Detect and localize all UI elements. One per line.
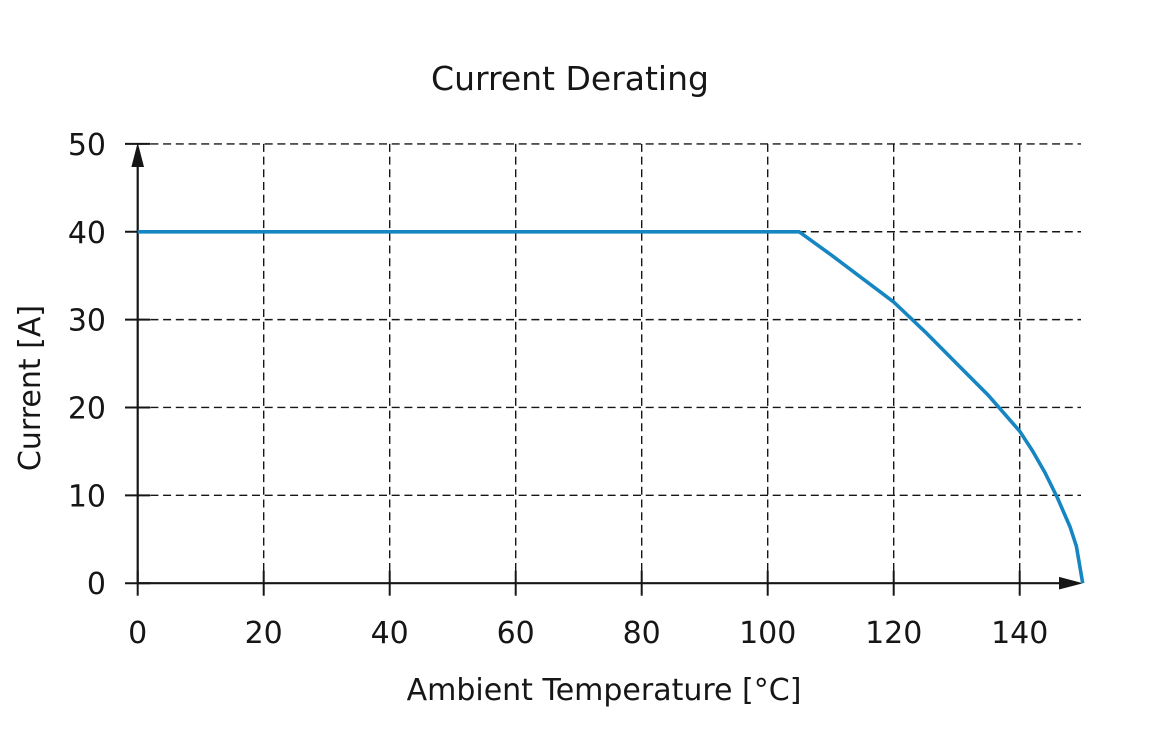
gridlines — [137, 143, 1081, 584]
x-axis-label: Ambient Temperature [°C] — [407, 673, 802, 708]
y-tick-label-40: 40 — [68, 216, 106, 251]
y-tick-label-20: 20 — [68, 391, 106, 426]
x-tick-label-80: 80 — [623, 616, 661, 651]
x-tick-label-100: 100 — [739, 616, 796, 651]
y-tick-label-30: 30 — [68, 304, 106, 339]
derating-curve-layer — [137, 230, 1085, 584]
x-axis-arrowhead-icon — [1059, 576, 1083, 590]
x-tick-label-140: 140 — [991, 616, 1048, 651]
x-tick-label-60: 60 — [497, 616, 535, 651]
y-tick-label-0: 0 — [87, 567, 106, 602]
tick-labels: 0 20 40 60 80 100 120 140 0 10 20 30 40 50 — [68, 128, 1049, 651]
y-axis-arrowhead-icon — [131, 142, 144, 167]
x-tick-label-120: 120 — [865, 616, 922, 651]
x-tick-label-0: 0 — [128, 616, 147, 651]
x-tick-label-20: 20 — [245, 616, 283, 651]
y-axis-label: Current [A] — [13, 305, 48, 471]
y-tick-label-50: 50 — [68, 128, 106, 163]
axes — [125, 142, 1083, 596]
series-maximum-continuous-current — [137, 230, 1085, 584]
x-tick-label-40: 40 — [371, 616, 409, 651]
y-tick-label-10: 10 — [68, 479, 106, 514]
chart-title: Current Derating — [431, 59, 709, 98]
